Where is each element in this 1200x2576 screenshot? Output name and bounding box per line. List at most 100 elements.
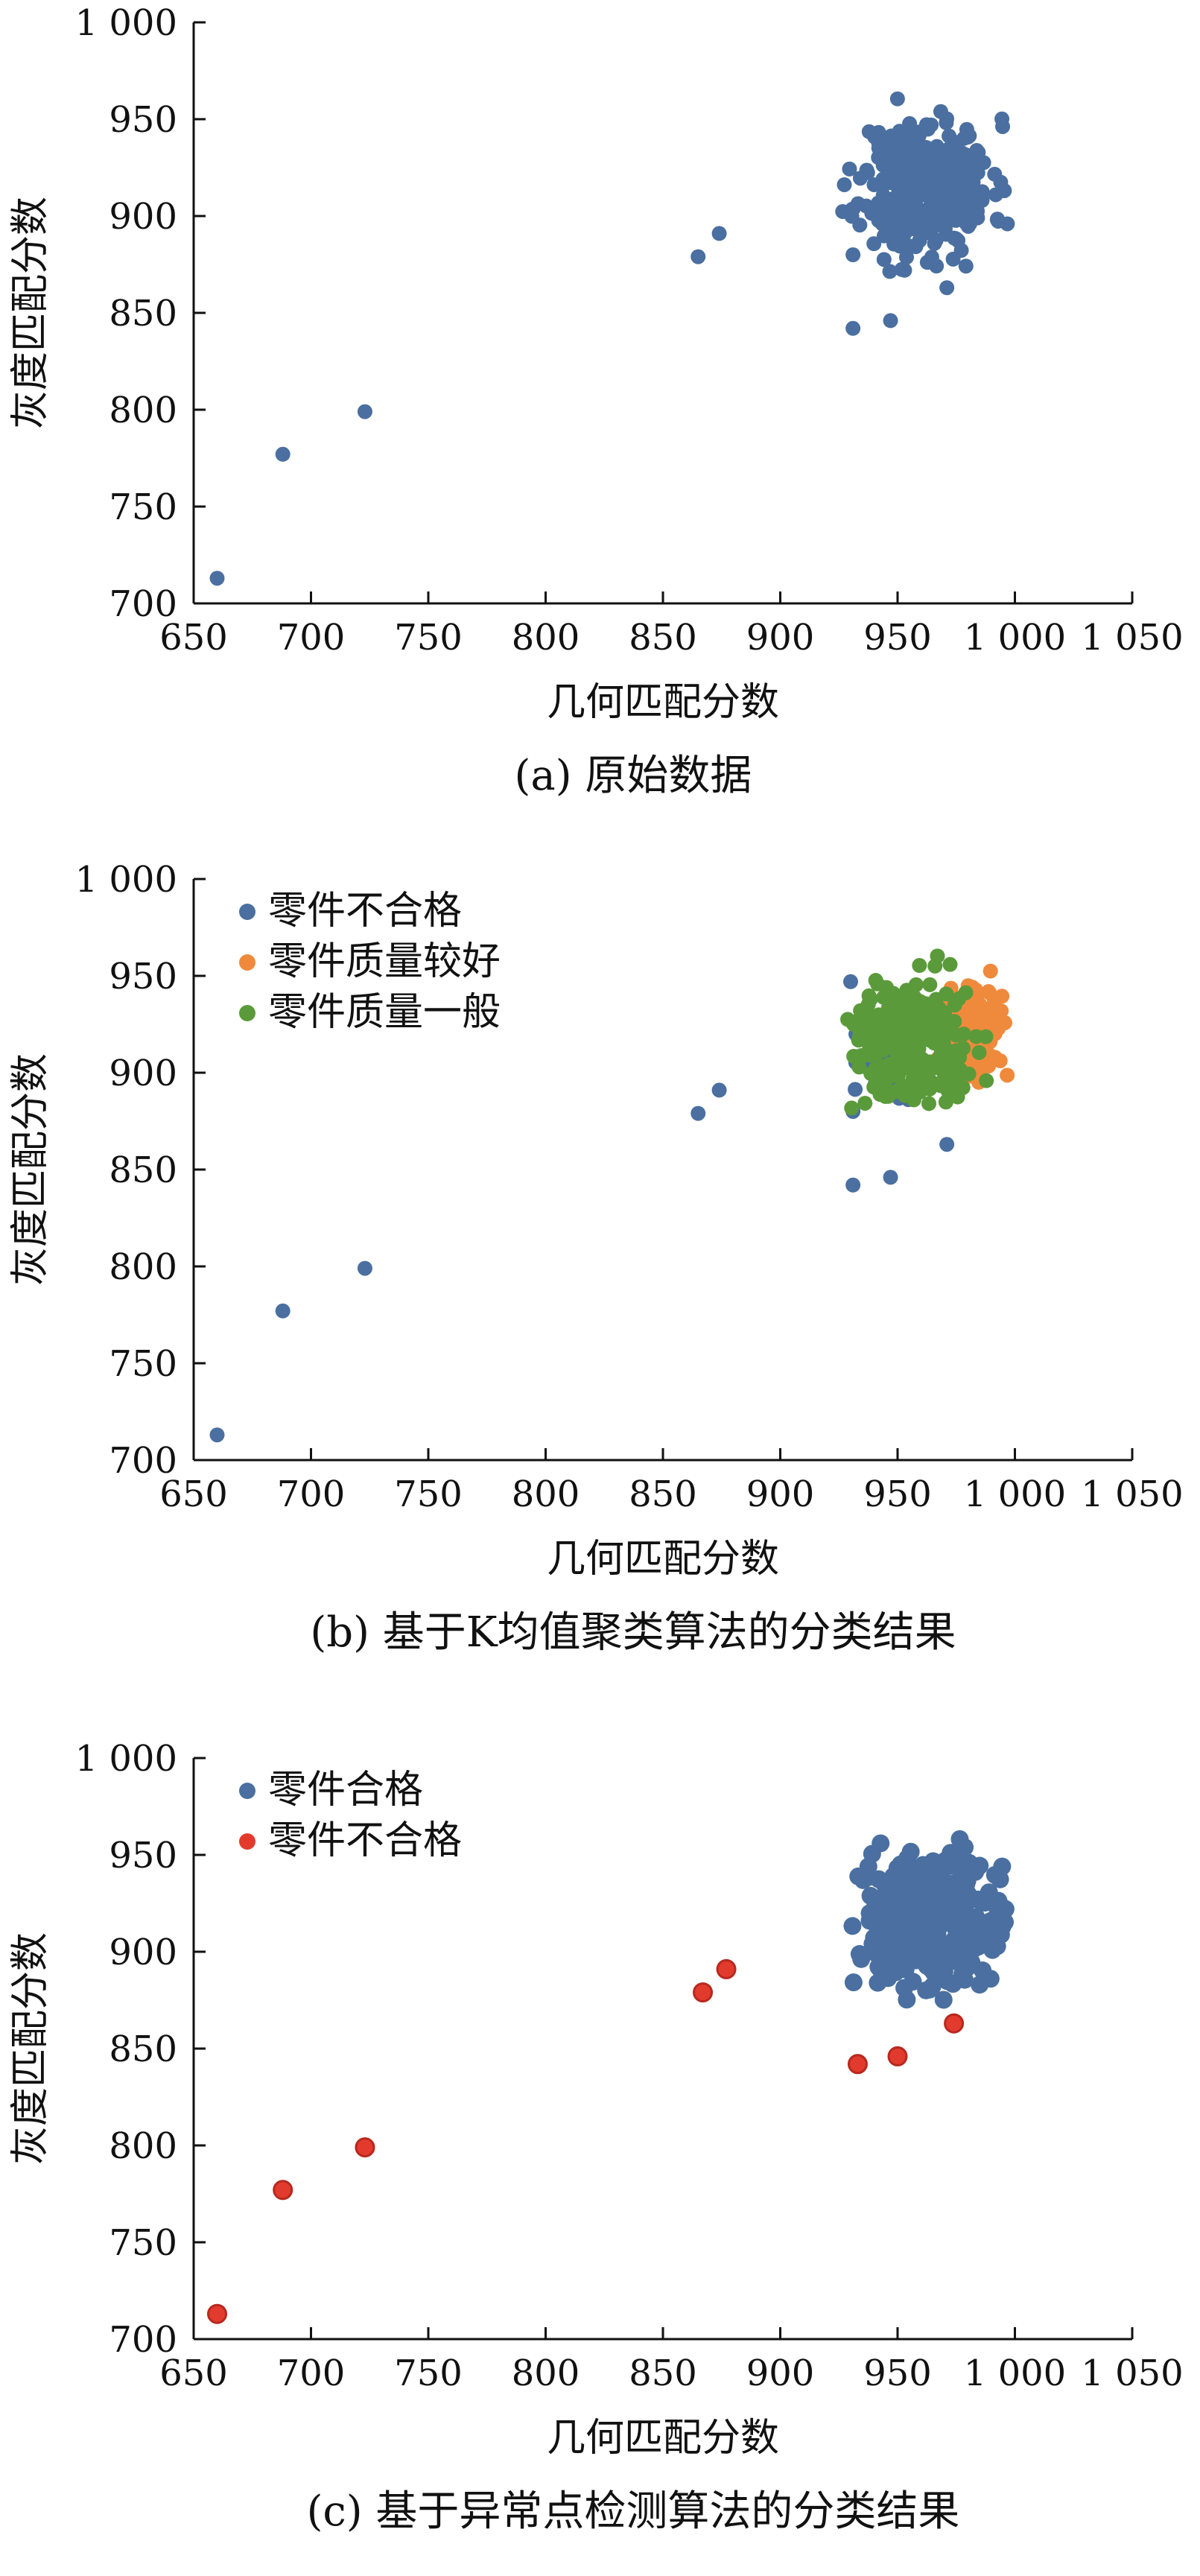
data-point	[882, 264, 898, 279]
data-point	[888, 1035, 904, 1050]
legend-label: 零件不合格	[268, 889, 462, 933]
x-tick-label: 850	[629, 1473, 697, 1515]
x-tick-label: 1 050	[1081, 617, 1183, 659]
x-tick-label: 850	[629, 617, 697, 659]
data-point	[957, 147, 973, 162]
legend-marker	[239, 904, 255, 920]
data-point	[892, 124, 907, 139]
x-tick-label: 800	[512, 617, 580, 659]
y-tick-label: 800	[109, 390, 177, 431]
data-point	[866, 236, 882, 252]
x-tick-label: 750	[394, 617, 463, 659]
legend-marker	[239, 1005, 255, 1021]
data-point	[953, 1062, 968, 1078]
x-tick-label: 750	[394, 2353, 463, 2394]
data-point	[971, 1856, 989, 1875]
data-point	[943, 147, 959, 162]
y-axis-title: 灰度匹配分数	[8, 197, 53, 429]
data-point	[857, 1095, 873, 1111]
data-point	[944, 2013, 965, 2034]
data-point	[883, 313, 898, 329]
data-point	[974, 1961, 992, 1980]
y-tick-label: 850	[109, 1149, 177, 1191]
data-point	[949, 135, 965, 150]
data-point	[988, 1937, 1006, 1955]
x-tick-label: 950	[863, 1473, 932, 1515]
data-point	[958, 258, 974, 274]
data-point	[953, 169, 969, 185]
chart-svg-c: 650 700 750 800 850 900 950 1 000 1 050700750800…	[8, 1738, 1184, 2536]
data-point	[927, 185, 943, 201]
data-point	[897, 262, 912, 278]
legend-marker	[239, 1833, 255, 1850]
data-point	[883, 1170, 898, 1185]
data-point	[852, 1950, 871, 1968]
data-point	[918, 140, 934, 156]
data-point	[871, 1945, 889, 1964]
y-tick-label: 900	[109, 1053, 177, 1094]
data-point	[909, 198, 924, 214]
y-tick-label: 950	[109, 1835, 177, 1877]
data-point	[948, 1027, 964, 1043]
data-point	[209, 571, 225, 586]
data-point	[843, 974, 858, 989]
data-point	[969, 143, 985, 159]
chart-svg-a: 650 700 750 800 850 900 950 1 000 1 050700750800…	[8, 2, 1184, 800]
data-point	[887, 1084, 903, 1100]
data-point	[889, 91, 905, 107]
data-point	[889, 1062, 904, 1077]
data-point	[921, 1022, 937, 1038]
data-point	[848, 1082, 863, 1097]
x-axis-title: 几何匹配分数	[547, 1537, 779, 1582]
figure-caption: (c) 基于异常点检测算法的分类结果	[307, 2487, 960, 2536]
y-tick-label: 750	[109, 2222, 177, 2264]
series-2	[840, 948, 994, 1116]
series-0	[209, 974, 955, 1443]
data-point	[927, 1903, 946, 1922]
x-tick-label: 650	[159, 1473, 228, 1515]
data-point	[982, 963, 998, 979]
data-point	[991, 1021, 1006, 1036]
data-point	[905, 1070, 921, 1086]
data-point	[951, 200, 967, 216]
data-point	[924, 1857, 943, 1876]
data-point	[845, 1177, 861, 1193]
data-point	[924, 250, 939, 265]
y-axis-title: 灰度匹配分数	[8, 1932, 53, 2165]
chart-svg-b: 650 700 750 800 850 900 950 1 000 1 050700750800…	[8, 859, 1184, 1657]
data-point	[924, 117, 939, 133]
data-point	[836, 177, 852, 192]
data-point	[861, 988, 877, 1003]
data-point	[889, 195, 905, 211]
y-tick-label: 900	[109, 196, 177, 238]
data-point	[927, 1035, 942, 1051]
legend-marker	[239, 1783, 255, 1799]
data-point	[938, 1094, 953, 1110]
data-point	[895, 150, 910, 166]
data-point	[968, 1029, 984, 1044]
data-point	[942, 957, 958, 972]
data-point	[922, 977, 938, 992]
data-point	[930, 142, 946, 158]
chart-panel-a: 650 700 750 800 850 900 950 1 000 1 050 700 750 800…	[0, 0, 1200, 819]
data-point	[859, 1857, 877, 1876]
data-point	[845, 247, 861, 262]
data-point	[947, 1014, 962, 1030]
data-point	[691, 249, 706, 264]
data-point	[880, 139, 895, 154]
data-point	[913, 161, 929, 177]
x-tick-label: 850	[629, 2353, 697, 2394]
y-tick-label: 750	[109, 486, 177, 528]
data-point	[860, 165, 875, 180]
data-point	[1000, 1067, 1015, 1083]
y-tick-label: 950	[109, 99, 177, 141]
chart-panel-b: 650 700 750 800 850 900 950 1 000 1 050 700 750 800…	[0, 857, 1200, 1676]
data-point	[273, 2180, 293, 2201]
data-point	[911, 999, 927, 1015]
x-axis-title: 几何匹配分数	[547, 2416, 779, 2461]
data-point	[873, 1058, 889, 1073]
data-point	[939, 1049, 955, 1065]
data-point	[869, 1973, 887, 1992]
data-point	[888, 1012, 904, 1028]
